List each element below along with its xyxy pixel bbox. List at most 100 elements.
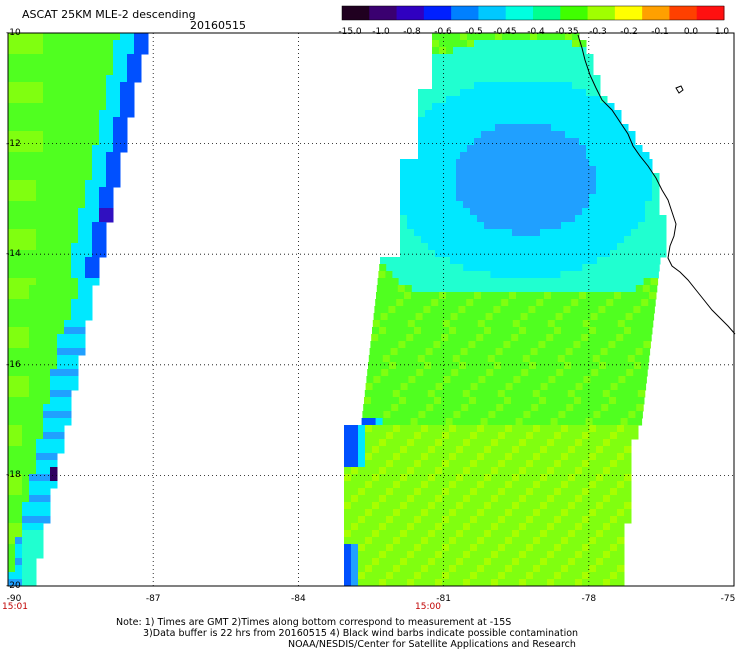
swath-cell — [467, 61, 475, 69]
swath-cell — [477, 159, 485, 167]
swath-cell — [512, 558, 520, 566]
swath-cell — [386, 551, 394, 559]
swath-cell — [579, 124, 587, 132]
swath-cell — [586, 75, 594, 83]
swath-cell — [43, 509, 51, 517]
swath-cell — [43, 187, 51, 195]
swath-cell — [113, 124, 121, 132]
swath-cell — [526, 425, 534, 433]
swath-cell — [43, 397, 51, 405]
swath-cell — [481, 54, 489, 62]
swath-cell — [85, 264, 93, 272]
swath-cell — [428, 537, 436, 545]
swath-cell — [50, 348, 58, 356]
swath-cell — [57, 40, 65, 48]
longitude-label: -75 — [720, 594, 736, 604]
swath-cell — [582, 453, 590, 461]
swath-cell — [540, 488, 548, 496]
swath-cell — [463, 572, 471, 580]
swath-cell — [589, 250, 597, 258]
swath-cell — [43, 61, 51, 69]
swath-cell — [622, 404, 630, 412]
swath-cell — [502, 96, 510, 104]
swath-cell — [411, 285, 420, 293]
swath-cell — [510, 404, 518, 412]
swath-cell — [512, 173, 520, 181]
swath-cell — [78, 201, 86, 209]
swath-cell — [624, 481, 632, 489]
swath-cell — [71, 82, 79, 90]
swath-cell — [15, 236, 23, 244]
swath-cell — [470, 187, 478, 195]
swath-cell — [484, 446, 492, 454]
swath-cell — [22, 124, 30, 132]
swath-cell — [565, 68, 573, 76]
swath-cell — [29, 292, 37, 300]
swath-cell — [414, 166, 422, 174]
swath-cell — [64, 348, 72, 356]
colorbar-tick-label: -0.5 — [465, 27, 483, 37]
swath-cell — [36, 474, 44, 482]
swath-cell — [463, 327, 471, 335]
swath-cell — [106, 40, 114, 48]
swath-cell — [57, 61, 65, 69]
swath-cell — [453, 152, 461, 160]
swath-cell — [546, 390, 555, 398]
swath-cell — [519, 446, 527, 454]
swath-cell — [501, 362, 509, 370]
swath-cell — [428, 495, 436, 503]
swath-cell — [624, 516, 632, 524]
swath-cell — [15, 544, 23, 552]
swath-cell — [422, 313, 431, 321]
swath-cell — [22, 390, 30, 398]
swath-cell — [85, 82, 93, 90]
swath-cell — [442, 425, 450, 433]
swath-cell — [547, 481, 555, 489]
swath-cell — [380, 257, 388, 265]
swath-cell — [419, 404, 427, 412]
swath-cell — [617, 474, 625, 482]
swath-cell — [477, 516, 485, 524]
swath-cell — [29, 481, 37, 489]
swath-cell — [442, 250, 450, 258]
swath-cell — [453, 117, 461, 125]
swath-cell — [610, 565, 618, 573]
swath-cell — [50, 306, 58, 314]
colorbar-tick-label: -0.8 — [403, 27, 421, 37]
swath-cell — [407, 425, 415, 433]
swath-cell — [603, 264, 611, 272]
colorbar-tick-label: -0.4 — [527, 27, 545, 37]
swath-cell — [481, 82, 489, 90]
swath-cell — [596, 551, 604, 559]
swath-cell — [639, 313, 648, 321]
swath-cell — [463, 229, 471, 237]
swath-cell — [29, 299, 37, 307]
swath-cell — [617, 166, 625, 174]
swath-cell — [469, 397, 477, 405]
swath-cell — [638, 229, 646, 237]
swath-cell — [568, 509, 576, 517]
swath-cell — [634, 299, 642, 307]
swath-cell — [22, 355, 30, 363]
swath-cell — [57, 250, 65, 258]
swath-cell — [449, 439, 457, 447]
swath-cell — [481, 124, 489, 132]
swath-cell — [624, 222, 632, 230]
swath-cell — [22, 75, 30, 83]
swath-cell — [8, 201, 16, 209]
swath-cell — [407, 516, 415, 524]
swath-cell — [36, 439, 44, 447]
swath-cell — [624, 488, 632, 496]
swath-cell — [574, 334, 582, 342]
swath-cell — [344, 516, 352, 524]
swath-cell — [372, 320, 381, 328]
swath-cell — [387, 376, 395, 384]
swath-cell — [470, 537, 478, 545]
swath-cell — [533, 446, 541, 454]
swath-cell — [106, 124, 114, 132]
swath-cell — [586, 54, 594, 62]
swath-cell — [558, 285, 567, 293]
swath-cell — [36, 236, 44, 244]
swath-cell — [85, 299, 93, 307]
swath-cell — [8, 579, 16, 587]
